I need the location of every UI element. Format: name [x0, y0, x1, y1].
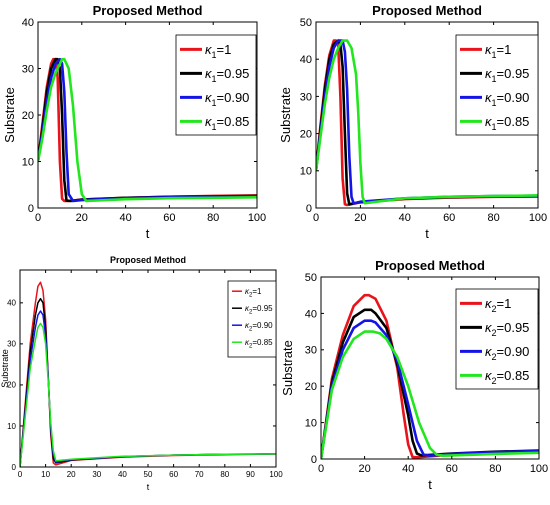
chart-title: Proposed Method — [93, 3, 203, 18]
x-tick-label: 70 — [195, 470, 204, 479]
legend-box — [455, 34, 539, 136]
legend: κ1=1 κ1=0.95 κ1=0.90 κ1=0.85 — [455, 34, 539, 136]
legend: κ1=1 κ1=0.95 κ1=0.90 κ1=0.85 — [175, 34, 257, 136]
legend-label: κ2=0.85 — [245, 338, 273, 349]
chart-panel-1: Proposed Method 0 20 40 60 80 100 0 10 20 30 40 t Sub… — [2, 3, 266, 241]
y-tick-label: 40 — [305, 308, 317, 320]
x-axis-label: t — [147, 482, 150, 492]
x-tick-label: 0 — [18, 470, 23, 479]
y-tick-label: 0 — [12, 463, 17, 472]
x-tick-label: 40 — [118, 470, 127, 479]
x-tick-label: 100 — [530, 463, 548, 475]
x-tick-label: 60 — [446, 463, 458, 475]
y-tick-label: 20 — [22, 110, 34, 122]
y-tick-label: 30 — [305, 345, 317, 357]
x-tick-label: 50 — [144, 470, 153, 479]
y-tick-label: 20 — [300, 128, 312, 140]
series-line-4 — [20, 322, 276, 467]
y-tick-label: 10 — [7, 422, 16, 431]
chart-panel-2: Proposed Method 0 20 40 60 80 100 0 10 20 30 40 50 t S… — [278, 3, 547, 241]
x-tick-label: 20 — [67, 470, 76, 479]
y-tick-label: 0 — [28, 203, 34, 215]
x-tick-label: 90 — [246, 470, 255, 479]
y-axis-label: Substrate — [0, 349, 10, 388]
x-tick-label: 100 — [529, 212, 547, 224]
legend-label: κ2=1 — [245, 287, 262, 298]
x-tick-label: 100 — [248, 212, 266, 224]
legend: κ2=1 κ2=0.95 κ2=0.90 κ2=0.85 — [455, 288, 539, 390]
legend-box — [227, 280, 277, 358]
y-axis-label: Substrate — [278, 87, 293, 143]
x-axis-label: t — [146, 226, 150, 241]
x-tick-label: 60 — [169, 470, 178, 479]
x-tick-label: 10 — [41, 470, 50, 479]
chart-title: Proposed Method — [110, 255, 186, 265]
y-tick-label: 50 — [300, 17, 312, 29]
y-tick-label: 20 — [305, 381, 317, 393]
legend-box — [175, 34, 257, 136]
x-tick-label: 20 — [76, 212, 88, 224]
x-tick-label: 0 — [318, 463, 324, 475]
x-tick-label: 40 — [119, 212, 131, 224]
y-tick-label: 10 — [305, 417, 317, 429]
x-tick-label: 60 — [443, 212, 455, 224]
legend-label: κ1=0.95 — [205, 66, 249, 84]
x-axis-label: t — [428, 477, 432, 492]
legend-label: κ2=0.95 — [245, 304, 273, 315]
chart-panel-4: Proposed Method 0 20 40 60 80 100 0 10 20 30 40 50 t S… — [280, 258, 548, 492]
y-tick-label: 10 — [300, 166, 312, 178]
x-tick-label: 80 — [207, 212, 219, 224]
x-tick-label: 40 — [399, 212, 411, 224]
y-tick-label: 40 — [22, 17, 34, 29]
y-tick-label: 30 — [300, 91, 312, 103]
legend-label: κ2=1 — [485, 296, 511, 314]
legend-label: κ1=0.85 — [205, 114, 249, 132]
legend-label: κ2=0.90 — [485, 344, 529, 362]
y-axis-label: Substrate — [280, 340, 295, 396]
y-tick-label: 0 — [311, 454, 317, 466]
y-tick-label: 20 — [7, 381, 16, 390]
chart-panel-3: Proposed Method 0 10 20 30 40 50 60 70 80 90 100 0 10… — [0, 255, 283, 492]
y-tick-label: 30 — [7, 340, 16, 349]
x-tick-label: 60 — [163, 212, 175, 224]
x-tick-label: 20 — [354, 212, 366, 224]
legend-label: κ1=0.95 — [485, 66, 529, 84]
x-tick-label: 0 — [35, 212, 41, 224]
x-axis-label: t — [425, 226, 429, 241]
series-line-4 — [38, 57, 257, 203]
x-tick-label: 0 — [313, 212, 319, 224]
y-tick-label: 50 — [305, 272, 317, 284]
chart-title: Proposed Method — [372, 3, 482, 18]
x-tick-label: 80 — [487, 212, 499, 224]
y-axis-label: Substrate — [2, 87, 17, 143]
x-tick-label: 80 — [489, 463, 501, 475]
x-tick-label: 40 — [402, 463, 414, 475]
legend-box — [455, 288, 539, 390]
legend-label: κ1=0.85 — [485, 114, 529, 132]
series-line-4 — [321, 330, 539, 459]
x-tick-label: 30 — [92, 470, 101, 479]
legend: κ2=1 κ2=0.95 κ2=0.90 κ2=0.85 — [227, 280, 277, 358]
y-tick-label: 40 — [300, 54, 312, 66]
y-tick-label: 0 — [306, 203, 312, 215]
chart-title: Proposed Method — [375, 258, 485, 273]
x-tick-label: 80 — [220, 470, 229, 479]
legend-label: κ2=0.90 — [245, 321, 273, 332]
legend-label: κ1=0.90 — [205, 90, 249, 108]
series-line-4 — [316, 39, 538, 205]
legend-label: κ1=1 — [205, 42, 231, 60]
legend-label: κ1=0.90 — [485, 90, 529, 108]
legend-label: κ2=0.85 — [485, 368, 529, 386]
legend-label: κ2=0.95 — [485, 320, 529, 338]
x-tick-label: 100 — [269, 470, 283, 479]
legend-label: κ1=1 — [485, 42, 511, 60]
x-tick-label: 20 — [358, 463, 370, 475]
y-tick-label: 40 — [7, 299, 16, 308]
y-tick-label: 10 — [22, 156, 34, 168]
plot-frame — [320, 276, 540, 460]
y-tick-label: 30 — [22, 63, 34, 75]
